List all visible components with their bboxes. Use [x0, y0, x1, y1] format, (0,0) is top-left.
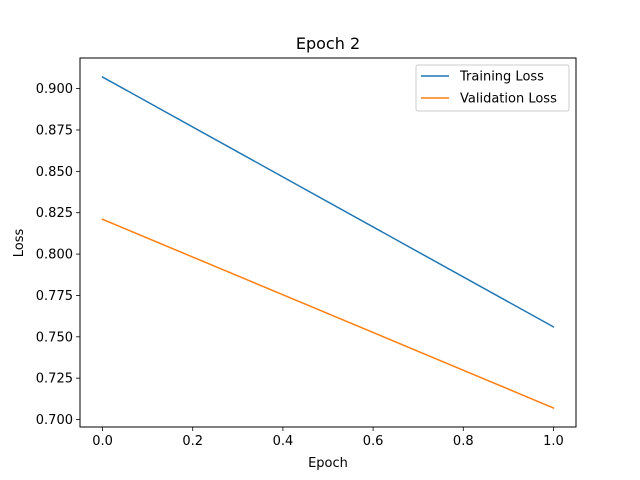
- y-tick-label: 0.750: [36, 330, 73, 345]
- chart-title: Epoch 2: [296, 34, 360, 53]
- series-line-0: [101, 76, 555, 328]
- legend: Training Loss Validation Loss: [415, 64, 570, 112]
- x-axis-label: Epoch: [308, 456, 348, 471]
- x-axis-ticks: 0.0 0.2 0.4 0.6 0.8 1.0: [92, 427, 564, 449]
- series-line-1: [101, 218, 555, 409]
- x-tick-label: 0.6: [363, 434, 384, 449]
- y-tick-label: 0.725: [36, 372, 73, 387]
- x-tick-label: 0.0: [92, 434, 113, 449]
- y-tick-label: 0.850: [36, 165, 73, 180]
- x-tick-label: 0.8: [453, 434, 474, 449]
- legend-label-0: Training Loss: [459, 70, 544, 85]
- x-tick-label: 1.0: [543, 434, 564, 449]
- x-tick-label: 0.2: [182, 434, 203, 449]
- y-tick-label: 0.875: [36, 123, 73, 138]
- axes-frame: [79, 57, 577, 428]
- y-tick-label: 0.900: [36, 82, 73, 97]
- x-tick-label: 0.4: [273, 434, 294, 449]
- y-tick-label: 0.825: [36, 206, 73, 221]
- y-axis-ticks: 0.700 0.725 0.750 0.775 0.800 0.825 0.850 0.875…: [36, 82, 80, 428]
- y-tick-label: 0.800: [36, 248, 73, 263]
- y-tick-label: 0.775: [36, 289, 73, 304]
- y-tick-label: 0.700: [36, 413, 73, 428]
- legend-label-1: Validation Loss: [460, 92, 557, 107]
- legend-box: [415, 64, 570, 112]
- y-axis-label: Loss: [12, 229, 27, 258]
- plot-area: [101, 76, 555, 409]
